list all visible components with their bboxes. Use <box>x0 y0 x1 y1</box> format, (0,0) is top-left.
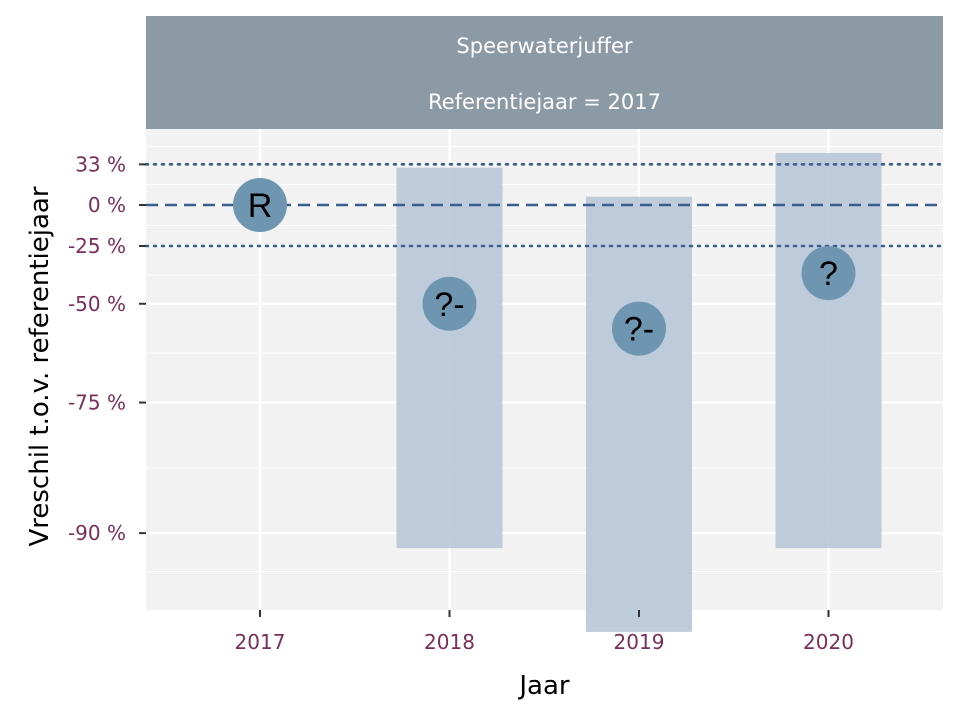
point-label-2017: R <box>248 187 273 225</box>
point-2019 <box>612 301 666 356</box>
point-2017 <box>233 178 287 232</box>
confidence-intervals <box>396 153 882 632</box>
facet-subtitle: Referentiejaar = 2017 <box>428 90 661 114</box>
y-tick-label: -50 % <box>68 292 126 316</box>
point-2020 <box>801 246 856 301</box>
facet-strip <box>146 16 943 129</box>
point-label-2020: ? <box>819 255 838 293</box>
x-tick-label: 2019 <box>614 630 665 654</box>
y-axis-title: Vreschil t.o.v. referentiejaar <box>25 186 55 546</box>
x-axis: 2017 2018 2019 2020 <box>235 610 854 654</box>
point-2018 <box>422 276 477 331</box>
y-tick-label: 33 % <box>75 152 126 176</box>
x-tick-label: 2020 <box>803 630 854 654</box>
reference-lines <box>144 163 945 248</box>
estimate-points: R ?- ?-? <box>233 178 856 356</box>
interval-bar-2018 <box>396 167 503 549</box>
y-tick-label: -75 % <box>68 391 126 415</box>
interval-bar-2020 <box>775 153 882 549</box>
y-tick-label: -25 % <box>68 234 126 258</box>
x-axis-title: Jaar <box>517 671 570 701</box>
y-axis: 33 % 0 % -25 % -50 % -75 % -90 % <box>68 152 146 545</box>
point-label-2018: ?- <box>434 286 464 324</box>
point-label-2019: ?- <box>624 311 654 349</box>
interval-bar-2019 <box>586 196 692 632</box>
y-tick-label: -90 % <box>68 521 126 545</box>
facet-title: Speerwaterjuffer <box>456 34 632 58</box>
x-tick-label: 2017 <box>235 630 286 654</box>
y-tick-label: 0 % <box>88 193 126 217</box>
x-tick-label: 2018 <box>424 630 475 654</box>
